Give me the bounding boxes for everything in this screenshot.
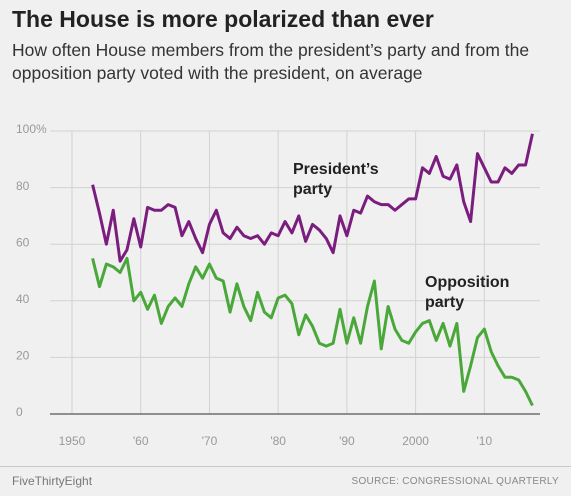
y-tick-label: 60 [16, 235, 30, 249]
y-tick-label: 40 [16, 292, 30, 306]
series-line [91, 133, 534, 263]
source: SOURCE: CONGRESSIONAL QUARTERLY [351, 476, 559, 487]
x-tick-label: 2000 [402, 434, 429, 448]
y-tick-label: 0 [16, 405, 23, 419]
x-tick-label: '60 [133, 434, 149, 448]
y-tick-label: 100% [16, 122, 47, 136]
x-tick-label: '90 [339, 434, 355, 448]
chart-subtitle: How often House members from the preside… [12, 40, 530, 83]
brand: FiveThirtyEight [12, 474, 93, 488]
y-tick-label: 80 [16, 179, 30, 193]
annotation: President’s party [293, 161, 379, 198]
series-line [91, 256, 534, 407]
chart-title: The House is more polarized than ever [12, 6, 434, 32]
x-tick-label: '70 [202, 434, 218, 448]
footer-rule [0, 466, 571, 467]
x-tick-label: '80 [270, 434, 286, 448]
x-tick-label: 1950 [59, 434, 86, 448]
x-tick-label: '10 [477, 434, 493, 448]
y-tick-label: 20 [16, 349, 30, 363]
annotation: Opposition party [425, 274, 510, 311]
